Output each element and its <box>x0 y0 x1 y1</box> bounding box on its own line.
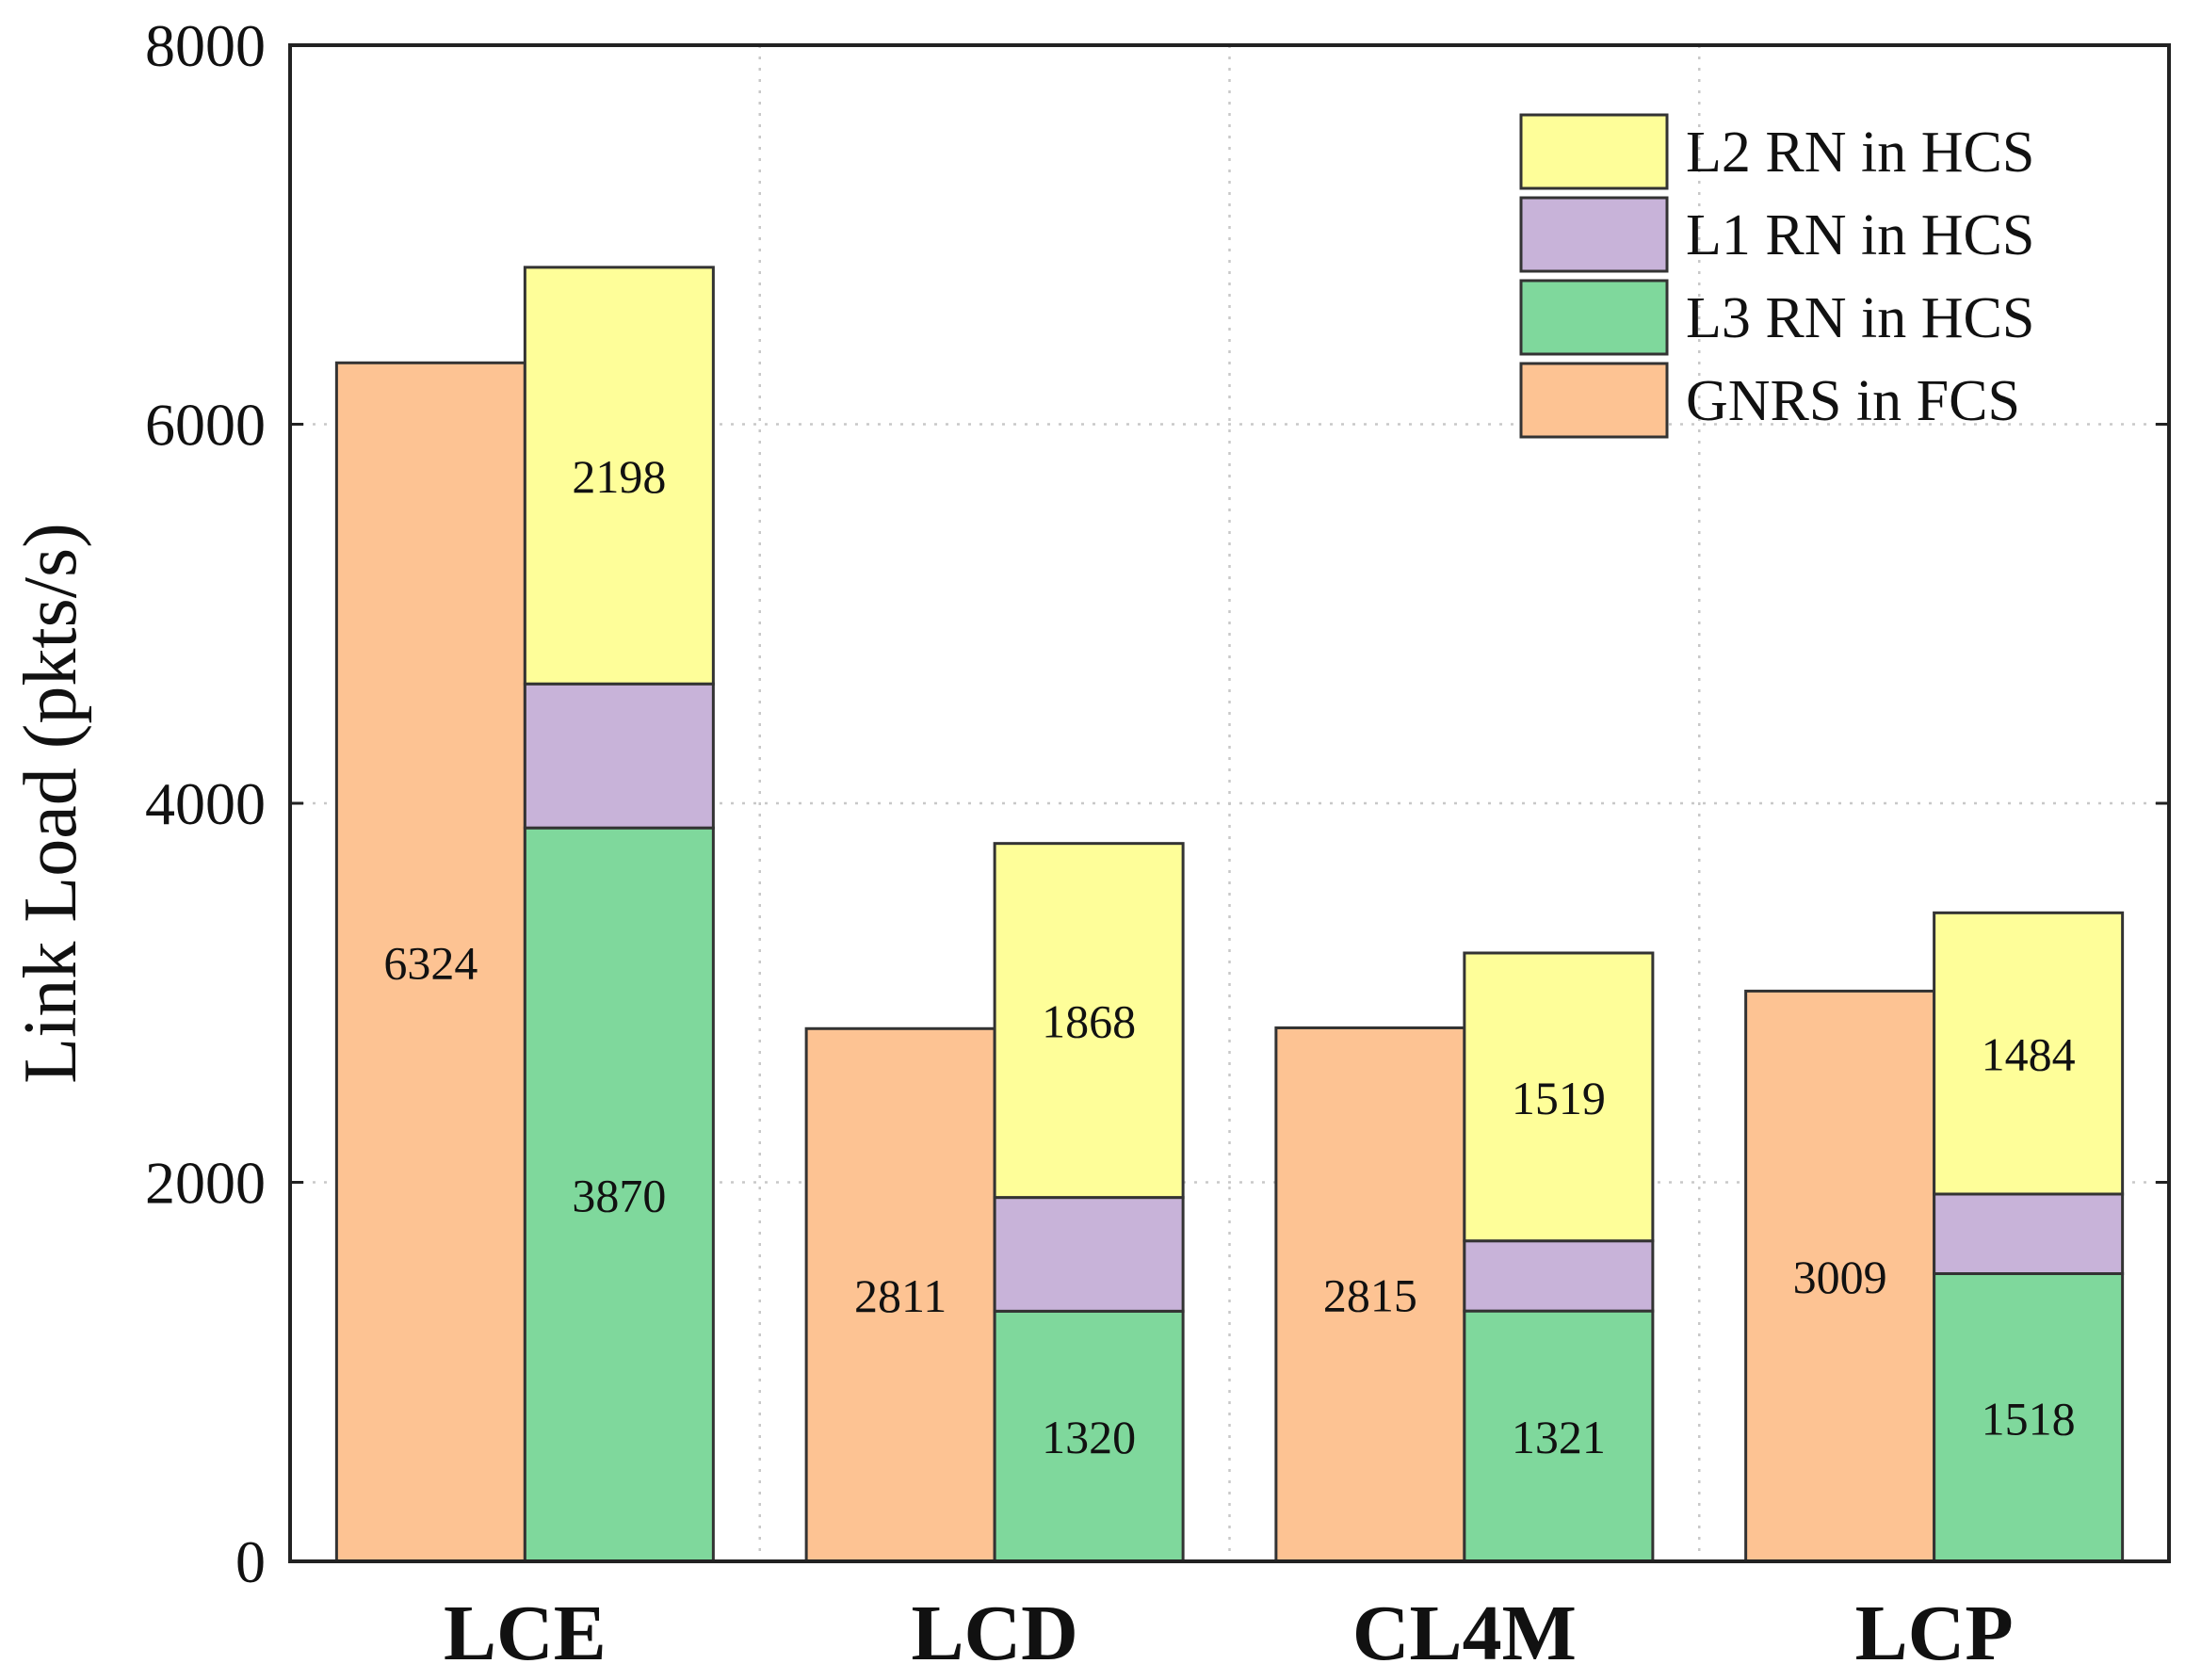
data-label: 2815 <box>1323 1269 1417 1322</box>
y-axis-label: Link Load (pkts/s) <box>9 523 92 1083</box>
gridlines <box>290 45 2169 1561</box>
bar-l2-rn-in-hcs-lcd <box>993 842 1185 1200</box>
bar-l2-rn-in-hcs-cl4m <box>1463 951 1655 1243</box>
y-tick-label: 2000 <box>145 1150 266 1217</box>
legend-label-gnrs-in-fcs: GNRS in FCS <box>1686 369 2020 433</box>
legend-swatch-l2-rn-in-hcs <box>1519 113 1669 190</box>
axes: 0 2000 4000 6000 8000 LCE LCD CL4M LCP <box>145 12 2169 1677</box>
data-label: 3009 <box>1793 1251 1887 1303</box>
bar-l3-rn-in-hcs-lcd <box>993 1309 1185 1563</box>
legend-swatch-gnrs-in-fcs <box>1519 362 1669 439</box>
y-tick-label: 4000 <box>145 770 266 837</box>
data-labels: 6324 3870 2198 2811 1320 1868 2815 1321 1519 3009… <box>383 450 2075 1463</box>
data-label: 1320 <box>1042 1411 1136 1463</box>
data-label: 3870 <box>572 1170 666 1222</box>
bars <box>334 266 2125 1563</box>
data-label: 1518 <box>1982 1392 2076 1445</box>
y-tick-label: 8000 <box>145 12 266 79</box>
bar-l1-rn-in-hcs-lcd <box>993 1196 1185 1313</box>
bar-l1-rn-in-hcs-lcp <box>1933 1192 2125 1276</box>
data-label: 2811 <box>854 1269 947 1322</box>
legend: L2 RN in HCS L1 RN in HCS L3 RN in HCS GNRS… <box>1519 113 2034 439</box>
bar-l2-rn-in-hcs-lcp <box>1933 911 2125 1196</box>
data-label: 1868 <box>1042 995 1136 1048</box>
bar-l1-rn-in-hcs-lce <box>523 682 715 830</box>
legend-swatch-l3-rn-in-hcs <box>1519 279 1669 356</box>
x-category-label: LCE <box>444 1590 607 1677</box>
legend-label-l2-rn-in-hcs: L2 RN in HCS <box>1686 121 2034 185</box>
data-label: 2198 <box>572 450 666 503</box>
x-category-label: CL4M <box>1352 1590 1577 1677</box>
data-label: 6324 <box>383 937 477 990</box>
bar-l2-rn-in-hcs-lce <box>523 266 715 686</box>
legend-swatch-l1-rn-in-hcs <box>1519 196 1669 273</box>
x-category-label: LCD <box>911 1590 1077 1677</box>
data-label: 1519 <box>1512 1072 1606 1124</box>
y-tick-label: 0 <box>235 1528 266 1595</box>
data-label: 1321 <box>1512 1411 1606 1463</box>
bar-l3-rn-in-hcs-lcp <box>1933 1272 2125 1563</box>
legend-label-l3-rn-in-hcs: L3 RN in HCS <box>1686 286 2034 350</box>
data-label: 1484 <box>1982 1028 2076 1081</box>
legend-label-l1-rn-in-hcs: L1 RN in HCS <box>1686 203 2034 267</box>
bar-gnrs-in-fcs-lcp <box>1744 989 1936 1563</box>
bar-gnrs-in-fcs-cl4m <box>1274 1026 1466 1563</box>
x-category-label: LCP <box>1855 1590 2014 1677</box>
y-tick-label: 6000 <box>145 392 266 459</box>
bar-gnrs-in-fcs-lce <box>334 361 526 1563</box>
bar-l1-rn-in-hcs-cl4m <box>1463 1239 1655 1313</box>
